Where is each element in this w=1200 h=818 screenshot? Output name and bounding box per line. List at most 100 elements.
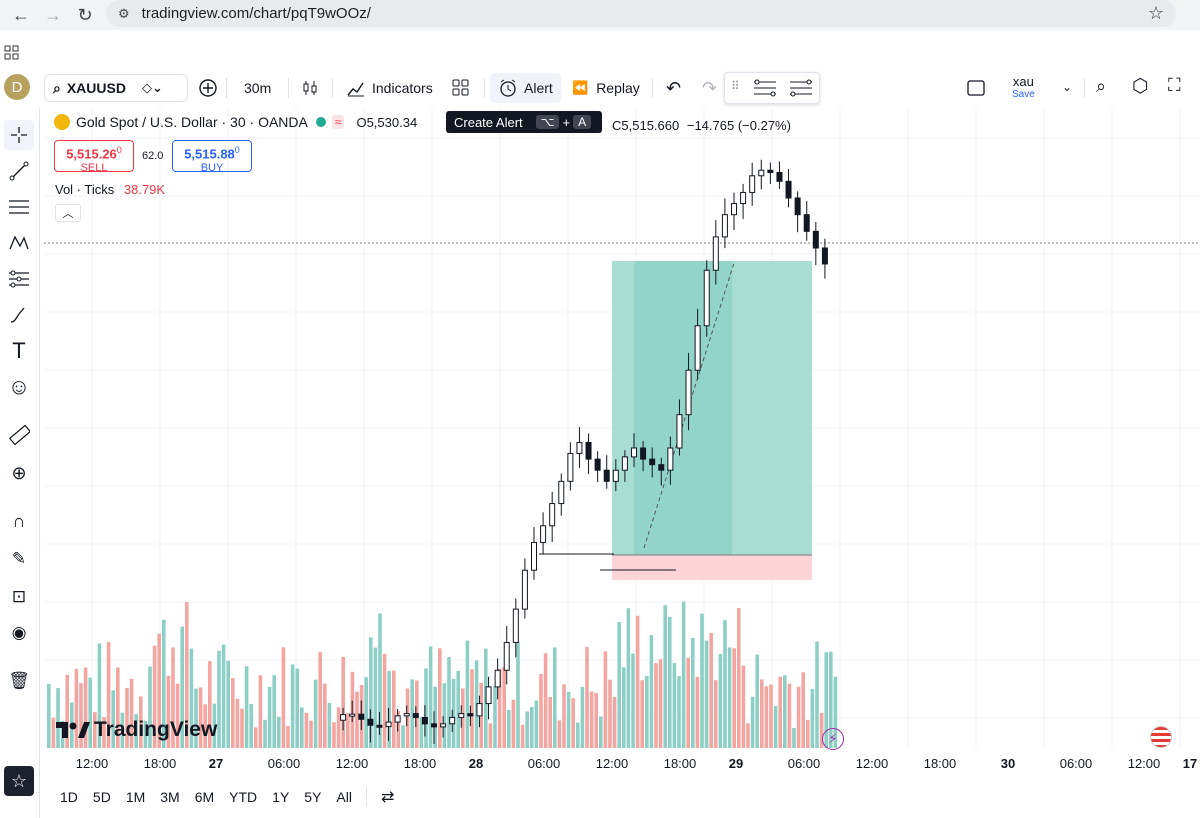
layout-name-button[interactable]: xau Save <box>1012 74 1035 100</box>
undo-button[interactable]: ↶ <box>666 73 681 103</box>
crosshair-icon[interactable] <box>4 120 34 150</box>
range-button-5d[interactable]: 5D <box>92 789 111 805</box>
zoom-in-icon[interactable]: ⊕ <box>11 462 27 483</box>
chevron-down-icon[interactable]: ⌄ <box>1062 80 1073 94</box>
back-arrow-icon[interactable]: ← <box>12 4 30 25</box>
volume-bar <box>599 716 603 748</box>
price-chart[interactable] <box>44 108 1200 778</box>
volume-bar <box>341 656 345 748</box>
chart-legend: Gold Spot / U.S. Dollar · 30 · OANDA ≈ O… <box>54 114 417 130</box>
settings-gear-icon[interactable]: ⬡ <box>1132 76 1149 97</box>
range-button-1y[interactable]: 1Y <box>272 789 290 805</box>
ruler-icon[interactable] <box>4 420 34 450</box>
volume-bar <box>557 720 562 748</box>
volume-bar <box>806 720 810 748</box>
volume-bar <box>562 684 566 748</box>
candle-body <box>531 541 537 571</box>
volume-bar <box>787 683 792 748</box>
symbol-title[interactable]: Gold Spot / U.S. Dollar · 30 · OANDA <box>76 114 308 130</box>
single-layout-icon <box>967 80 985 96</box>
candle-body <box>549 503 556 527</box>
time-tick-label: 18:00 <box>143 756 177 771</box>
lock-drawings-icon[interactable]: ✎ <box>11 549 27 568</box>
indicators-button[interactable]: Indicators <box>346 73 433 103</box>
volume-bar <box>318 652 322 748</box>
symbol-label: XAUUSD <box>66 80 126 96</box>
volume-legend: Vol · Ticks 38.79K <box>55 182 165 197</box>
range-button-1d[interactable]: 1D <box>60 789 78 805</box>
volume-bar <box>332 722 336 748</box>
range-button-5y[interactable]: 5Y <box>304 789 322 805</box>
range-button-ytd[interactable]: YTD <box>229 789 258 805</box>
symbol-search[interactable]: ⌕ XAUUSD ◇⌄ <box>44 74 188 102</box>
forward-arrow-icon[interactable]: → <box>44 4 62 25</box>
layout-name: xau <box>1012 74 1034 89</box>
emoji-icon[interactable]: ☺ <box>7 374 31 399</box>
candle-body <box>658 464 665 471</box>
quick-search-icon[interactable]: ⌕ <box>1096 76 1107 96</box>
fullscreen-icon[interactable]: ⛶ <box>1168 75 1181 95</box>
volume-bar <box>580 686 585 748</box>
buy-button[interactable]: 5,515.880 BUY <box>172 140 252 174</box>
trash-icon[interactable]: 🗑 <box>8 671 30 690</box>
sell-button[interactable]: 5,515.260 SELL <box>54 140 134 174</box>
bookmark-star-icon[interactable]: ☆ <box>1147 3 1164 23</box>
time-tick-label: 12:00 <box>335 756 369 771</box>
eye-icon[interactable]: ◉ <box>11 623 27 642</box>
fib-tool-icon[interactable] <box>753 78 777 98</box>
add-symbol-button[interactable] <box>198 73 218 103</box>
range-button-6m[interactable]: 6M <box>194 789 215 805</box>
data-source-badge-icon: ≈ <box>331 115 345 129</box>
url-text: tradingview.com/chart/pqT9wOOz/ <box>141 5 371 22</box>
fib-retracement-icon[interactable] <box>4 192 34 222</box>
pattern-tool-icon[interactable] <box>789 78 813 98</box>
unlock-icon[interactable]: ⊡ <box>11 587 27 606</box>
us-flag-icon[interactable] <box>1150 726 1172 748</box>
volume-bar <box>286 725 290 748</box>
diamond-icon[interactable]: ◇⌄ <box>141 80 163 95</box>
collapse-legend-button[interactable]: ︿ <box>55 204 81 222</box>
volume-bar <box>56 688 60 748</box>
pattern-icon[interactable] <box>4 228 34 258</box>
candle-body <box>376 724 383 728</box>
candle-body <box>494 669 501 688</box>
time-axis[interactable]: 12:00 18:00 27 06:00 12:00 18:00 28 06:00 12:00 1… <box>44 752 1200 776</box>
brush-icon[interactable] <box>4 300 34 330</box>
range-bar: 1D 5D 1M 3M 6M YTD 1Y 5Y All ⇄ <box>44 782 1200 812</box>
lightning-event-icon[interactable]: ⚡ <box>822 728 844 750</box>
templates-button[interactable] <box>452 73 470 103</box>
reload-icon[interactable]: ↻ <box>77 4 93 25</box>
candle-body <box>512 608 519 643</box>
alert-button[interactable]: Alert <box>490 73 561 103</box>
magnet-icon[interactable]: ∩ <box>12 510 26 531</box>
undo-icon: ↶ <box>666 77 682 98</box>
address-bar[interactable]: ⚙ tradingview.com/chart/pqT9wOOz/ <box>106 0 1176 27</box>
layout-select-button[interactable] <box>966 73 986 103</box>
trend-line-icon[interactable] <box>4 156 34 186</box>
interval-button[interactable]: 30m <box>244 80 272 96</box>
volume-bar <box>732 648 736 748</box>
range-button-3m[interactable]: 3M <box>160 789 180 805</box>
forecast-icon[interactable] <box>4 264 34 294</box>
go-to-date-icon[interactable]: ⇄ <box>380 789 395 806</box>
redo-button[interactable]: ↷ <box>702 73 717 103</box>
time-tick-label: 18:00 <box>663 756 697 771</box>
chart-type-button[interactable] <box>300 73 320 103</box>
volume-bar <box>300 707 304 748</box>
candle-body <box>440 723 447 728</box>
favorites-star-icon[interactable]: ☆ <box>4 766 34 796</box>
text-tool-icon[interactable]: T <box>12 338 26 363</box>
candle-body <box>631 447 637 458</box>
volume-bar <box>704 640 709 748</box>
avatar[interactable]: D <box>4 74 30 100</box>
range-button-all[interactable]: All <box>336 789 352 805</box>
replay-button[interactable]: ⏪ Replay <box>572 73 640 103</box>
apps-grid-icon[interactable] <box>4 45 20 61</box>
replay-label: Replay <box>596 80 640 96</box>
volume-bar <box>626 608 631 748</box>
drag-handle-icon[interactable]: ⠿ <box>731 79 740 93</box>
volume-bar <box>171 647 175 748</box>
volume-bar <box>778 676 782 748</box>
site-settings-icon[interactable]: ⚙ <box>118 5 130 21</box>
range-button-1m[interactable]: 1M <box>125 789 146 805</box>
